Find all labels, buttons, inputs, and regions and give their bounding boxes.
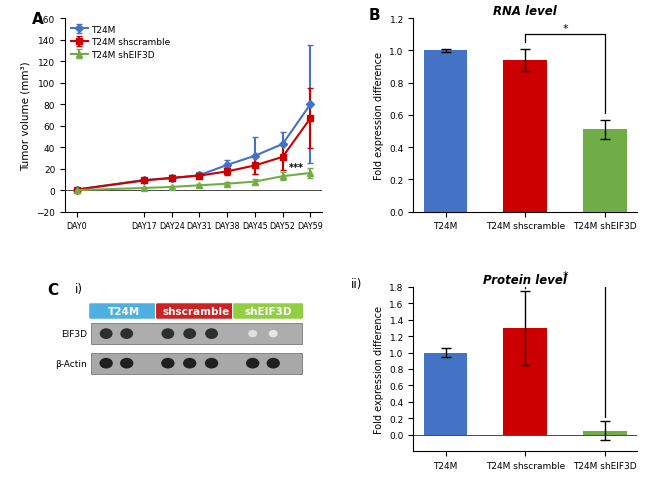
Ellipse shape [161,329,174,339]
Text: ii): ii) [351,277,362,290]
Y-axis label: Tumor volume (mm³): Tumor volume (mm³) [21,61,31,170]
Text: β-Actin: β-Actin [55,359,87,368]
Bar [91,323,302,345]
Bar [424,353,467,435]
Ellipse shape [266,358,280,369]
FancyBboxPatch shape [233,303,304,320]
Text: B: B [369,8,380,23]
Ellipse shape [183,358,196,369]
Text: shscramble: shscramble [162,306,229,316]
FancyBboxPatch shape [88,303,160,320]
Text: C: C [47,282,58,297]
Bar [583,130,627,212]
Ellipse shape [246,358,259,369]
Text: shEIF3D: shEIF3D [244,306,292,316]
Ellipse shape [99,358,113,369]
Legend: T24M, T24M shscramble, T24M shEIF3D: T24M, T24M shscramble, T24M shEIF3D [70,24,172,61]
Ellipse shape [248,330,257,337]
Ellipse shape [183,329,196,339]
FancyBboxPatch shape [155,303,237,320]
Ellipse shape [120,329,133,339]
Bar [503,61,547,212]
Title: Protein level: Protein level [484,273,567,286]
Text: T24M: T24M [108,306,140,316]
Text: i): i) [75,282,83,295]
Text: *: * [562,271,568,281]
Bar [503,328,547,435]
Y-axis label: Fold expression difference: Fold expression difference [374,305,383,433]
Text: A: A [32,12,44,26]
Text: EIF3D: EIF3D [61,329,87,338]
Ellipse shape [120,358,133,369]
Y-axis label: Fold expression difference: Fold expression difference [374,52,383,180]
Ellipse shape [161,358,175,369]
Title: RNA level: RNA level [493,5,557,18]
Bar [91,353,302,374]
Ellipse shape [205,358,218,369]
Ellipse shape [268,330,278,337]
Text: *: * [562,24,568,34]
Text: ***: *** [289,162,304,172]
Ellipse shape [205,329,218,339]
Bar [424,51,467,212]
Ellipse shape [99,329,112,339]
Bar [583,431,627,435]
